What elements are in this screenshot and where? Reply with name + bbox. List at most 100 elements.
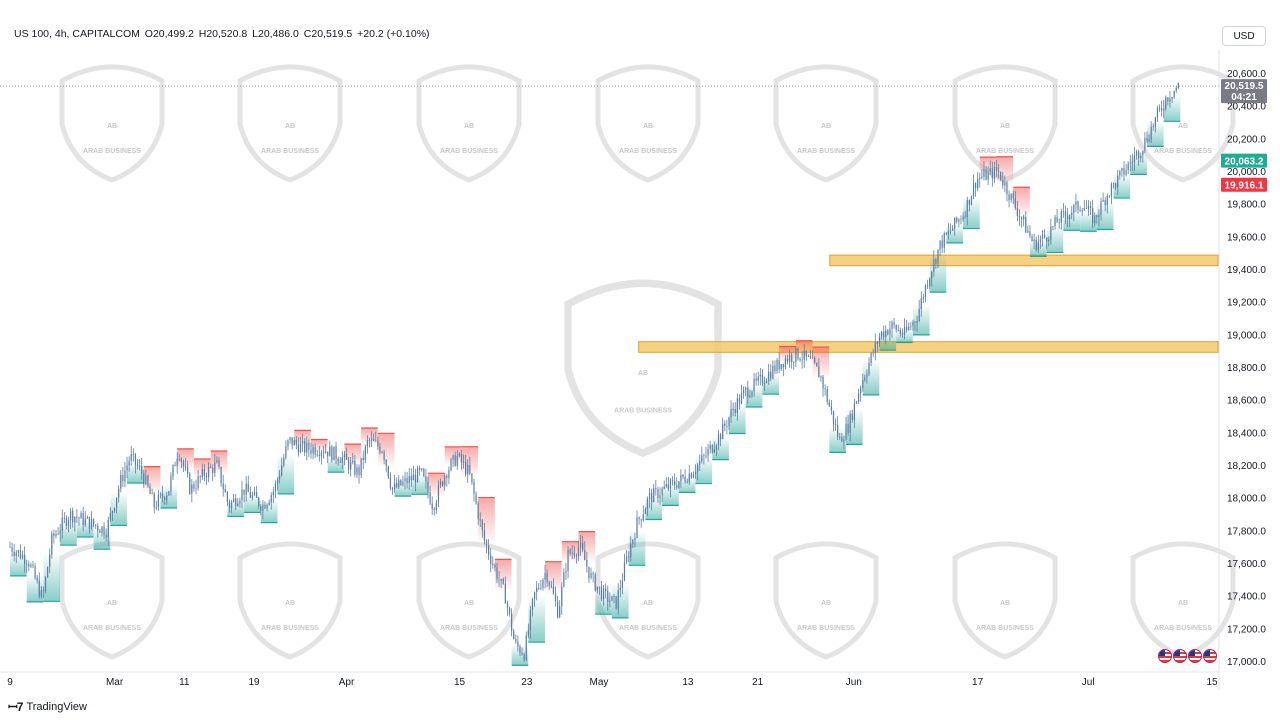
candle-body [826, 389, 828, 403]
watermark-shield [237, 64, 343, 183]
candle-body [233, 498, 235, 502]
candle-body [15, 552, 17, 556]
cloud-segment-green [110, 493, 127, 526]
x-tick-label: 9 [7, 677, 13, 688]
candle-body [851, 413, 853, 421]
candle-body [951, 228, 954, 231]
candle-body [51, 533, 53, 555]
candle-body [862, 380, 864, 388]
candle-body [906, 326, 908, 330]
candle-body [1062, 211, 1065, 212]
candle-body [1071, 212, 1073, 216]
candle-body [272, 491, 274, 496]
candle-body [972, 182, 975, 197]
candle-body [1131, 162, 1133, 164]
candle-body [837, 424, 839, 437]
candle-body [506, 603, 509, 608]
candle-body [1066, 215, 1069, 220]
candle-body [724, 423, 726, 427]
candle-body [383, 452, 385, 460]
candle-body [726, 426, 728, 427]
watermark-label: ARAB BUSINESS [261, 625, 319, 632]
candle-body [1023, 216, 1025, 220]
watermark-shield [1130, 64, 1236, 183]
time-axis[interactable]: 9 Mar 11 19 Apr 15 23 May 13 21 Jun 17 Jul 15 [0, 671, 1219, 688]
flags-icon[interactable] [1158, 649, 1217, 663]
symbol-name: US 100, 4h, CAPITALCOM [14, 28, 140, 40]
candle-body [692, 474, 695, 478]
candle-body [805, 350, 807, 357]
candle-body [845, 423, 847, 440]
candle-body [997, 171, 1000, 172]
candle-body [429, 492, 431, 504]
candle-body [818, 366, 820, 378]
candle-body [494, 564, 496, 568]
candle-body [237, 503, 239, 506]
candle-body [640, 519, 642, 521]
candle-body [498, 579, 500, 581]
watermark-shield [595, 64, 701, 183]
candle-body [38, 580, 40, 597]
candle-body [318, 454, 320, 456]
candle-body [36, 578, 38, 581]
candle-body [1052, 226, 1054, 227]
candle-body [243, 489, 245, 495]
candle-body [567, 549, 569, 572]
candle-body [285, 446, 287, 458]
candle-body [1110, 184, 1113, 197]
candle-body [853, 403, 856, 421]
candle-body [1037, 241, 1039, 250]
watermark-label: ARAB BUSINESS [614, 408, 672, 415]
candle-body [1165, 97, 1167, 109]
candle-body [734, 409, 736, 413]
candle-body [517, 641, 519, 647]
candle-body [682, 474, 684, 477]
candle-body [914, 322, 916, 323]
candle-body [362, 457, 364, 461]
watermark-label: ARAB BUSINESS [261, 148, 319, 155]
candle-body [210, 466, 212, 468]
candle-body [874, 342, 876, 354]
us-flag-icon [1188, 649, 1202, 663]
candle-body [550, 585, 552, 587]
candle-body [908, 326, 910, 330]
candle-body [1000, 171, 1002, 180]
candle-body [287, 440, 289, 447]
candle-body [605, 588, 607, 591]
candle-body [713, 449, 715, 453]
candle-body [981, 176, 983, 178]
candle-body [974, 182, 977, 189]
candle-body [1125, 170, 1127, 175]
watermark-monogram: AB [643, 600, 653, 607]
candle-body [588, 566, 590, 578]
candle-body [642, 514, 644, 521]
watermark-label: ARAB BUSINESS [83, 625, 141, 632]
candle-body [751, 391, 753, 396]
tradingview-brand[interactable]: ꟷ7 TradingView [8, 698, 87, 715]
countdown-tag-text: 04:21 [1231, 92, 1257, 103]
candle-body [571, 552, 573, 554]
price-axis[interactable]: 20,600.0 20,400.0 20,200.0 20,000.0 19,800.0… [1218, 50, 1266, 690]
currency-button[interactable]: USD [1222, 26, 1266, 46]
candle-body [811, 357, 814, 359]
symbol-legend[interactable]: US 100, 4h, CAPITALCOM O20,499.2 H20,520… [14, 28, 432, 40]
candle-body [456, 455, 458, 466]
candle-body [268, 502, 270, 505]
candle-body [847, 423, 849, 433]
candle-body [120, 474, 122, 489]
candle-body [778, 359, 780, 370]
candle-body [849, 413, 851, 433]
watermark-monogram: AB [643, 123, 653, 130]
watermark-label: ARAB BUSINESS [619, 625, 677, 632]
candle-body [1096, 215, 1098, 218]
candle-body [419, 468, 421, 470]
candle-body [138, 465, 141, 467]
candle-body [855, 401, 858, 404]
candle-body [212, 467, 214, 473]
candle-body [1085, 208, 1088, 210]
candle-body [1104, 200, 1106, 205]
candle-body [90, 518, 93, 529]
watermark-label: ARAB BUSINESS [440, 148, 498, 155]
candle-body [736, 398, 738, 413]
